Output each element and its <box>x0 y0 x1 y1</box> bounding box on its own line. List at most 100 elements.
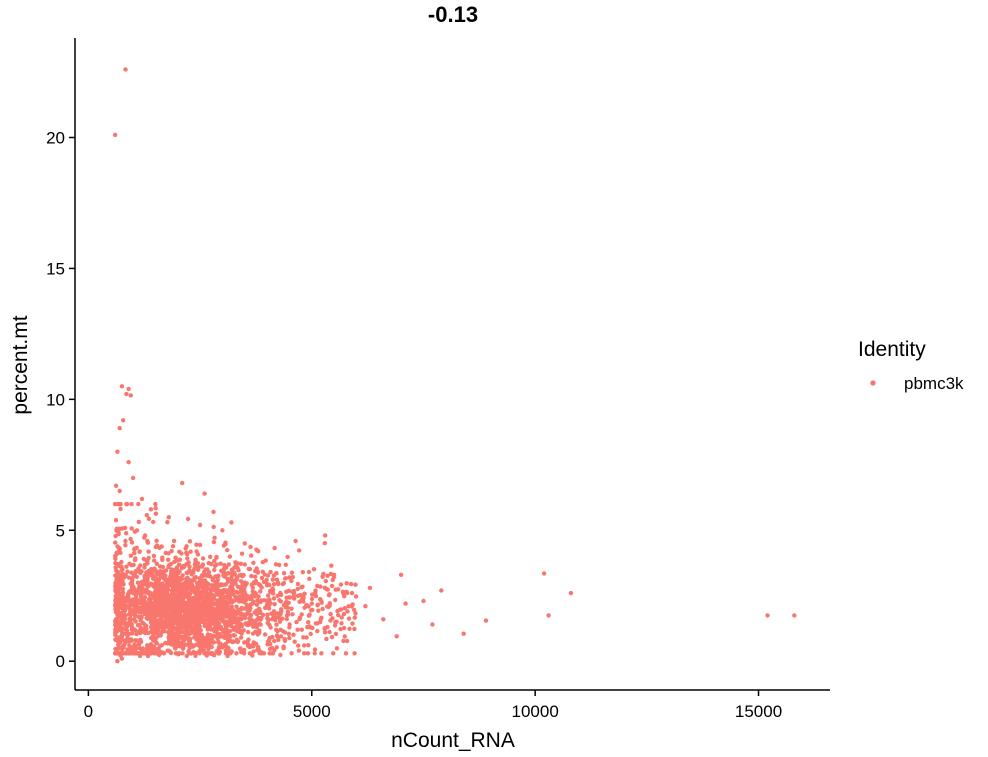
x-axis-ticks: 0 5000 10000 15000 <box>84 690 782 721</box>
data-point <box>541 571 547 576</box>
data-point <box>225 547 230 553</box>
data-point <box>162 602 167 607</box>
data-point <box>157 564 163 569</box>
data-point <box>205 567 210 572</box>
data-point <box>128 536 133 542</box>
data-point <box>181 629 187 635</box>
data-point <box>130 475 136 481</box>
data-point <box>205 627 210 632</box>
data-point <box>286 631 291 636</box>
data-point <box>212 626 217 631</box>
data-point <box>299 627 304 632</box>
data-point <box>227 587 232 592</box>
data-point <box>166 635 171 640</box>
data-point <box>187 539 193 544</box>
data-point <box>203 573 208 578</box>
data-point <box>163 625 168 630</box>
data-point <box>421 598 426 604</box>
data-point <box>242 590 247 595</box>
data-point <box>235 584 241 589</box>
data-point <box>284 616 289 622</box>
data-point <box>204 653 209 658</box>
data-point <box>284 595 289 600</box>
data-point <box>338 626 343 632</box>
data-point <box>170 613 175 619</box>
data-point <box>272 638 277 644</box>
data-point <box>216 639 221 644</box>
data-point <box>142 595 148 600</box>
data-point <box>188 651 194 656</box>
data-point <box>185 635 190 640</box>
data-point <box>367 585 373 591</box>
data-point <box>242 562 247 567</box>
data-point <box>244 605 250 610</box>
data-point <box>138 637 143 642</box>
data-point <box>132 638 138 643</box>
data-point <box>139 614 144 620</box>
data-point <box>290 589 295 594</box>
data-point <box>176 652 181 657</box>
data-point <box>196 567 201 572</box>
data-point <box>192 616 198 622</box>
data-point <box>126 595 131 600</box>
data-point <box>235 590 240 595</box>
data-point <box>132 617 137 622</box>
data-point <box>249 643 255 648</box>
data-point <box>223 599 229 605</box>
data-point <box>117 426 122 431</box>
data-point <box>177 569 182 574</box>
data-point <box>227 637 232 642</box>
data-point <box>252 581 257 586</box>
data-point <box>114 583 119 589</box>
data-point <box>156 577 162 582</box>
data-point <box>132 627 137 632</box>
data-point <box>191 612 197 618</box>
data-point <box>281 646 286 651</box>
data-point <box>309 608 314 613</box>
data-point <box>234 628 239 634</box>
data-point <box>143 600 148 606</box>
data-point <box>124 627 129 633</box>
data-point <box>170 590 176 595</box>
data-point <box>225 653 230 659</box>
data-point <box>268 569 273 575</box>
data-point <box>194 604 199 610</box>
data-point <box>153 580 159 585</box>
data-point <box>159 629 165 635</box>
data-point <box>210 597 216 602</box>
data-point <box>167 599 172 604</box>
data-point <box>116 545 121 550</box>
data-point <box>292 639 297 644</box>
data-point <box>159 643 164 648</box>
data-point <box>181 643 186 648</box>
data-point <box>178 587 183 592</box>
data-point <box>225 570 231 576</box>
data-point <box>250 653 255 658</box>
data-point <box>156 633 161 638</box>
data-point <box>152 558 157 563</box>
data-point <box>255 569 260 574</box>
data-point <box>124 501 129 507</box>
data-point <box>170 594 175 599</box>
data-point <box>165 587 171 592</box>
data-point <box>228 633 233 639</box>
data-point <box>196 629 201 634</box>
data-point <box>322 541 327 546</box>
data-point <box>295 581 301 587</box>
data-point <box>114 616 120 622</box>
data-point <box>238 646 243 651</box>
data-point <box>123 543 128 548</box>
data-point <box>115 449 120 454</box>
data-point <box>304 602 309 608</box>
data-point <box>189 572 194 577</box>
x-tick-label: 15000 <box>735 702 782 721</box>
data-point <box>200 642 205 647</box>
data-point <box>309 601 314 606</box>
data-point <box>238 587 244 592</box>
data-point <box>229 620 234 626</box>
data-point <box>341 590 346 596</box>
data-point <box>234 604 239 609</box>
data-point <box>430 622 435 627</box>
data-point <box>253 574 258 579</box>
data-point <box>352 607 357 613</box>
